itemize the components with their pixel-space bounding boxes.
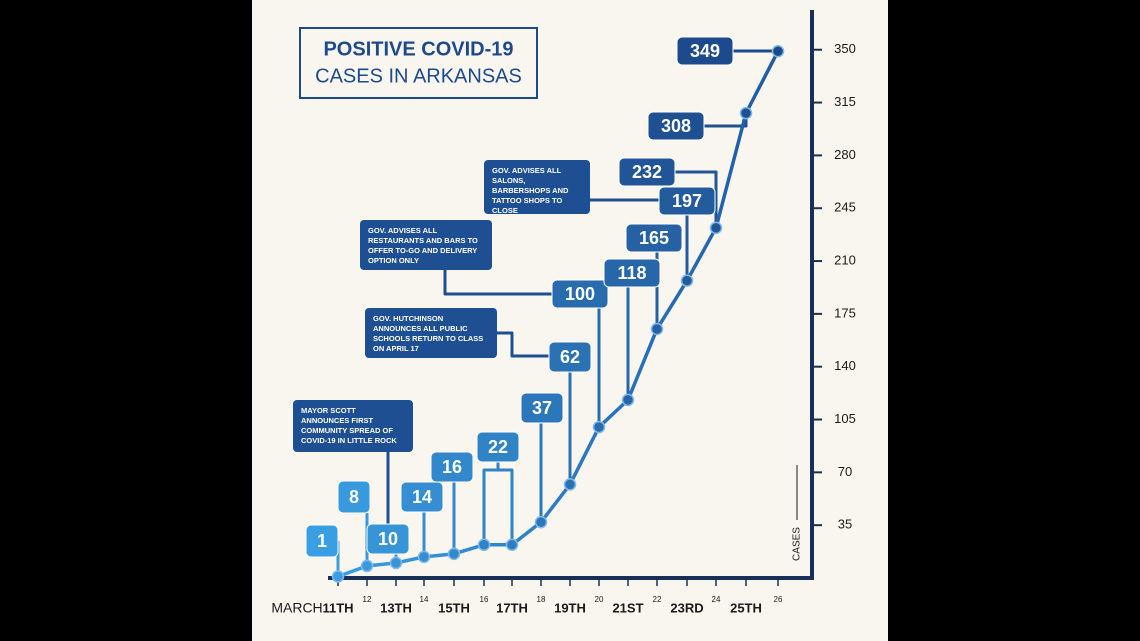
value-label-box	[430, 451, 474, 483]
value-label-box	[548, 341, 592, 373]
value-label: 62	[560, 347, 580, 367]
value-label: 16	[442, 457, 462, 477]
y-tick-label: 210	[834, 252, 856, 267]
y-tick-label: 105	[834, 411, 856, 426]
x-tick-label: 24	[712, 595, 721, 604]
value-label-box	[603, 258, 661, 288]
x-tick-label: 12	[363, 595, 372, 604]
x-tick-label: 21ST	[612, 600, 643, 615]
value-label-box	[305, 524, 339, 558]
data-point	[389, 556, 403, 570]
x-tick-label: 20	[595, 595, 604, 604]
y-tick-label: 35	[838, 517, 852, 532]
annotation: GOV. ADVISES ALL RESTAURANTS AND BARS TO…	[360, 220, 492, 270]
value-label: 1	[317, 531, 327, 551]
x-tick-label: 15TH	[438, 600, 470, 615]
data-point	[331, 570, 345, 583]
value-label-box	[520, 392, 564, 424]
value-label-box	[647, 111, 705, 141]
x-tick-label: 17TH	[496, 600, 528, 615]
x-tick-label: 19TH	[554, 600, 586, 615]
chart-title: POSITIVE COVID-19	[323, 38, 513, 60]
value-label-box	[366, 523, 410, 555]
leader-line	[497, 331, 549, 358]
value-label-box	[658, 186, 716, 216]
x-axis-label: MARCH	[271, 600, 322, 616]
value-label-box	[551, 279, 609, 309]
chart-subtitle: CASES IN ARKANSAS	[315, 65, 522, 87]
value-label: 22	[488, 437, 508, 457]
data-point	[477, 538, 491, 552]
x-tick-label: 11TH	[322, 600, 353, 615]
value-label: 14	[412, 487, 432, 507]
data-point	[417, 550, 431, 564]
value-label-box	[625, 223, 683, 253]
annotation: MAYOR SCOTT ANNOUNCES FIRST COMMUNITY SP…	[293, 400, 413, 452]
value-label: 165	[639, 228, 669, 248]
x-tick-label: 23RD	[670, 600, 703, 615]
y-tick-label: 70	[838, 464, 852, 479]
data-point	[709, 221, 723, 235]
title-box	[299, 27, 538, 99]
data-point	[771, 44, 785, 58]
leader-line	[675, 170, 718, 228]
value-label-box	[676, 36, 734, 66]
leader-line	[443, 270, 552, 296]
leader-line	[482, 468, 514, 545]
data-point	[534, 515, 548, 529]
value-label: 118	[617, 263, 646, 283]
y-tick-label: 315	[834, 94, 856, 109]
value-label: 8	[349, 487, 359, 507]
background	[252, 0, 888, 641]
value-label-box	[400, 481, 444, 513]
value-label-box	[476, 431, 520, 463]
data-line	[337, 50, 780, 579]
data-point	[563, 478, 577, 491]
data-point	[621, 393, 635, 407]
value-label-box	[618, 157, 676, 187]
x-tick-label: 13TH	[380, 600, 412, 615]
y-tick-label: 140	[834, 358, 856, 373]
data-point	[680, 274, 694, 287]
value-label-box	[337, 480, 371, 514]
data-point	[447, 547, 461, 561]
value-label: 100	[565, 284, 595, 304]
x-tick-label: 25TH	[730, 600, 762, 615]
value-label: 308	[661, 116, 691, 136]
annotation: GOV. ADVISES ALL SALONS, BARBERSHOPS AND…	[484, 160, 590, 215]
y-tick-label: 280	[834, 147, 856, 162]
x-tick-label: 16	[480, 595, 489, 604]
value-label: 10	[378, 529, 398, 549]
x-tick-label: 18	[537, 595, 546, 604]
x-tick-label: 14	[420, 595, 429, 604]
annotation: GOV. HUTCHINSON ANNOUNCES ALL PUBLIC SCH…	[365, 308, 497, 358]
x-tick-label: 26	[774, 595, 783, 604]
data-point	[505, 538, 519, 552]
y-axis-label: CASES	[792, 527, 803, 561]
value-label: 197	[672, 191, 702, 211]
data-point	[650, 322, 664, 336]
value-label: 37	[532, 398, 552, 418]
data-point	[739, 106, 753, 120]
data-point	[360, 559, 374, 573]
x-tick-label: 22	[653, 595, 662, 604]
value-label: 232	[632, 162, 662, 182]
y-tick-label: 175	[834, 305, 856, 320]
y-tick-label: 350	[834, 41, 856, 56]
data-point	[592, 420, 606, 434]
y-tick-label: 245	[834, 200, 856, 215]
value-label: 349	[690, 41, 720, 61]
